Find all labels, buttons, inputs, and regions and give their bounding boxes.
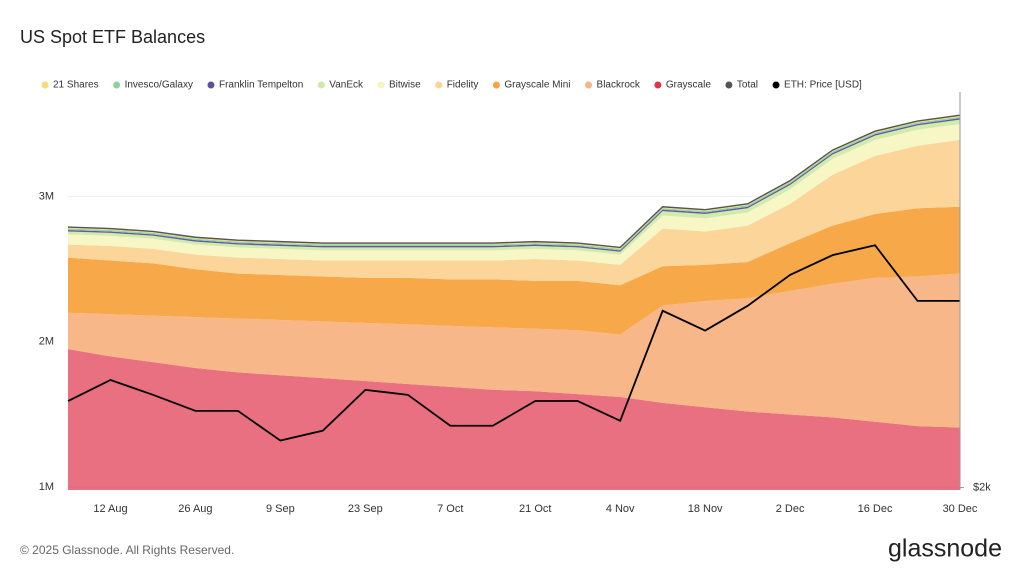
legend-label: Grayscale Mini	[504, 80, 570, 91]
brand: glassnode	[888, 535, 1002, 563]
line	[67, 244, 960, 442]
x-tick-label: 9 Sep	[266, 503, 295, 515]
legend-label: Total	[737, 80, 758, 91]
x-tick-label: 12 Aug	[93, 503, 127, 515]
legend-marker	[113, 81, 121, 89]
area	[68, 349, 960, 490]
legend-label: VanEck	[329, 80, 364, 91]
chart-title: US Spot ETF Balances	[20, 27, 205, 47]
legend-label: Bitwise	[389, 80, 421, 91]
legend-marker	[435, 81, 443, 89]
x-tick-label: 30 Dec	[943, 503, 978, 515]
x-tick-label: 7 Oct	[437, 503, 463, 515]
line	[67, 114, 961, 249]
legend-marker	[207, 81, 215, 89]
area	[68, 206, 960, 335]
legend-marker	[654, 81, 662, 89]
area	[68, 123, 960, 265]
x-tick-label: 2 Dec	[776, 503, 805, 515]
legend-label: Invesco/Galaxy	[125, 80, 193, 91]
x-tick-label: 4 Nov	[606, 503, 635, 515]
y2-tick-label: $2k	[973, 481, 991, 493]
x-tick-label: 21 Oct	[519, 503, 551, 515]
y-tick-label: 1M	[39, 481, 54, 493]
x-tick-label: 18 Nov	[688, 503, 723, 515]
legend-marker	[377, 81, 385, 89]
legend-label: ETH: Price [USD]	[784, 80, 862, 91]
legend-label: Blackrock	[597, 80, 641, 91]
legend-label: 21 Shares	[53, 80, 99, 91]
y-tick-label: 2M	[39, 336, 54, 348]
y-tick-label: 3M	[39, 190, 54, 202]
legend-marker	[725, 81, 733, 89]
legend-marker	[492, 81, 500, 89]
legend-label: Franklin Tempelton	[219, 80, 303, 91]
legend-label: Grayscale	[666, 80, 711, 91]
legend-marker	[41, 81, 49, 89]
legend-marker	[585, 81, 593, 89]
x-tick-label: 23 Sep	[348, 503, 383, 515]
legend-marker	[317, 81, 325, 89]
legend-marker	[772, 81, 780, 89]
x-tick-label: 26 Aug	[178, 503, 212, 515]
area	[68, 139, 960, 286]
x-tick-label: 16 Dec	[858, 503, 893, 515]
legend-label: Fidelity	[447, 80, 479, 91]
footer: © 2025 Glassnode. All Rights Reserved.	[20, 543, 234, 557]
